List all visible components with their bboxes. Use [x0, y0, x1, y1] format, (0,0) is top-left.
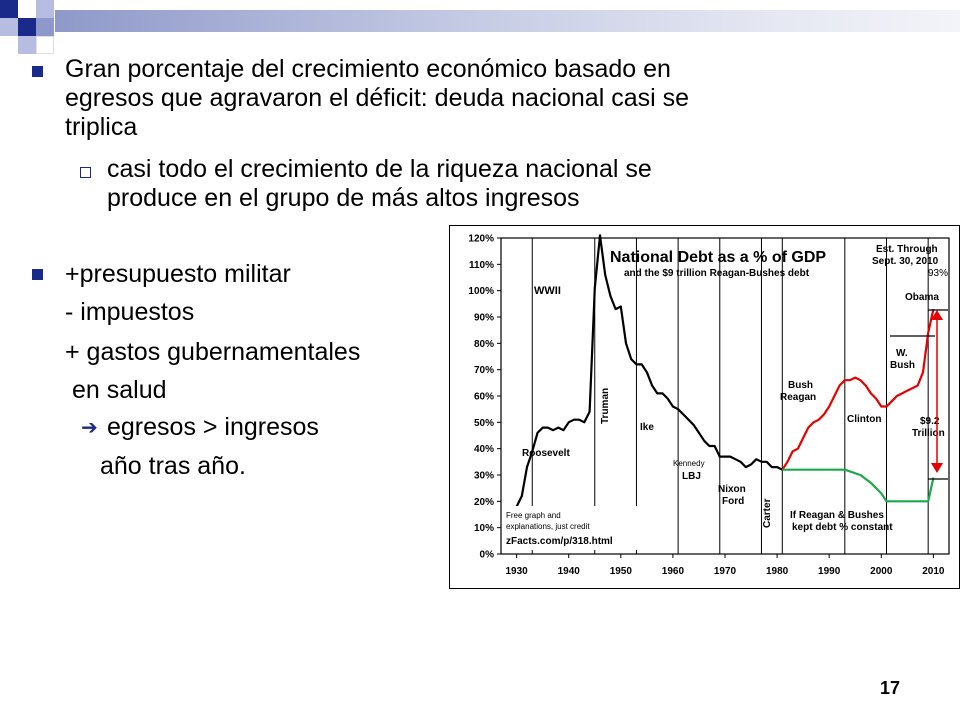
label-ike: Ike	[640, 422, 654, 433]
sub1-line2: produce en el grupo de más altos ingreso…	[107, 184, 580, 212]
x-tick-label: 1950	[610, 566, 633, 577]
line-egresos: egresos > ingresos	[107, 413, 319, 441]
deco-square-1	[0, 0, 18, 18]
x-tick-label: 2000	[870, 566, 893, 577]
est-note-line2: Sept. 30, 2010	[872, 256, 939, 267]
debt-chart-svg: 0% 10% 20% 30% 40% 50% 60% 70% 80% 90% 100% 110% 120…	[468, 234, 950, 577]
label-constant-1: If Reagan & Bushes	[790, 510, 884, 521]
line-impuestos: - impuestos	[65, 298, 195, 326]
est-note-line3: 93%	[928, 268, 948, 279]
line-gastos: + gastos gubernamentales	[65, 338, 361, 366]
y-tick-label: 30%	[474, 471, 494, 482]
label-wbush: Bush	[890, 360, 915, 371]
label-roosevelt: Roosevelt	[522, 448, 570, 459]
deco-square-6	[36, 18, 54, 36]
label-truman: Truman	[600, 388, 611, 424]
label-kennedy: Kennedy	[673, 459, 705, 468]
deco-square-4	[0, 18, 18, 36]
credit-line3: zFacts.com/p/318.html	[506, 536, 613, 547]
x-tick-label: 1990	[818, 566, 841, 577]
label-bush: Bush	[788, 380, 813, 391]
arrow-down-icon	[931, 463, 943, 473]
bullet1-line1: Gran porcentaje del crecimiento económic…	[65, 55, 671, 83]
x-tick-label: 1960	[662, 566, 685, 577]
x-tick-label: 1940	[558, 566, 581, 577]
line-anio: año tras año.	[100, 452, 246, 480]
line-salud: en salud	[72, 376, 167, 404]
label-w: W.	[896, 348, 908, 359]
deco-square-2	[18, 0, 36, 18]
sub1-line1: casi todo el crecimiento de la riqueza n…	[107, 155, 652, 183]
debt-line-historic	[510, 234, 783, 513]
label-wwii: WWII	[534, 285, 561, 297]
debt-chart: 0% 10% 20% 30% 40% 50% 60% 70% 80% 90% 100% 110% 120…	[449, 225, 960, 589]
chart-title: National Debt as a % of GDP	[610, 249, 826, 266]
y-tick-label: 100%	[468, 286, 494, 297]
label-obama: Obama	[905, 292, 939, 303]
y-tick-label: 10%	[474, 523, 494, 534]
chart-subtitle: and the $9 trillion Reagan-Bushes debt	[624, 268, 810, 279]
bullet-square-icon	[32, 66, 43, 77]
credit-line1: Free graph and	[506, 511, 561, 520]
y-tick-label: 90%	[474, 313, 494, 324]
label-constant-2: kept debt % constant	[792, 522, 893, 533]
label-clinton: Clinton	[847, 414, 881, 425]
label-trillion-amount: $9.2	[920, 416, 940, 427]
deco-square-3	[36, 0, 54, 18]
y-tick-label: 40%	[474, 444, 494, 455]
bullet2-text: +presupuesto militar	[65, 260, 291, 288]
y-tick-label: 50%	[474, 418, 494, 429]
x-tick-label: 2010	[922, 566, 945, 577]
debt-line-constant	[782, 468, 935, 503]
x-tick-label: 1970	[714, 566, 737, 577]
x-tick-label: 1930	[506, 566, 529, 577]
y-tick-label: 60%	[474, 392, 494, 403]
plot-frame	[500, 237, 950, 555]
debt-line-reagan-bushes	[781, 308, 935, 471]
label-nixon: Nixon	[718, 484, 746, 495]
credit-line2: explanations, just credit	[506, 522, 590, 531]
deco-square-5	[18, 18, 36, 36]
page-number: 17	[880, 678, 901, 698]
bullet-hollow-square-icon	[80, 167, 91, 178]
label-lbj: LBJ	[682, 471, 701, 482]
credit-box	[503, 506, 669, 550]
label-trillion-word: Trillion	[912, 428, 945, 439]
deco-square-8	[36, 36, 54, 54]
arrow-up-icon	[931, 310, 943, 320]
label-carter: Carter	[762, 498, 773, 528]
y-tick-label: 110%	[469, 260, 494, 271]
y-tick-label: 80%	[474, 339, 494, 350]
y-tick-label: 70%	[474, 365, 494, 376]
y-tick-label: 0%	[480, 550, 495, 561]
y-tick-label: 120%	[468, 234, 494, 245]
est-note-line1: Est. Through	[876, 244, 938, 255]
arrow-right-icon: ➔	[81, 417, 98, 439]
x-tick-label: 1980	[766, 566, 789, 577]
deco-square-7	[18, 36, 36, 54]
bullet1-line3: triplica	[65, 113, 138, 141]
y-tick-label: 20%	[474, 497, 494, 508]
header-gradient-bar	[55, 10, 960, 32]
bullet1-line2: egresos que agravaron el déficit: deuda …	[65, 84, 690, 112]
label-reagan: Reagan	[780, 392, 816, 403]
label-ford: Ford	[722, 496, 744, 507]
bullet-square-icon	[32, 269, 43, 280]
